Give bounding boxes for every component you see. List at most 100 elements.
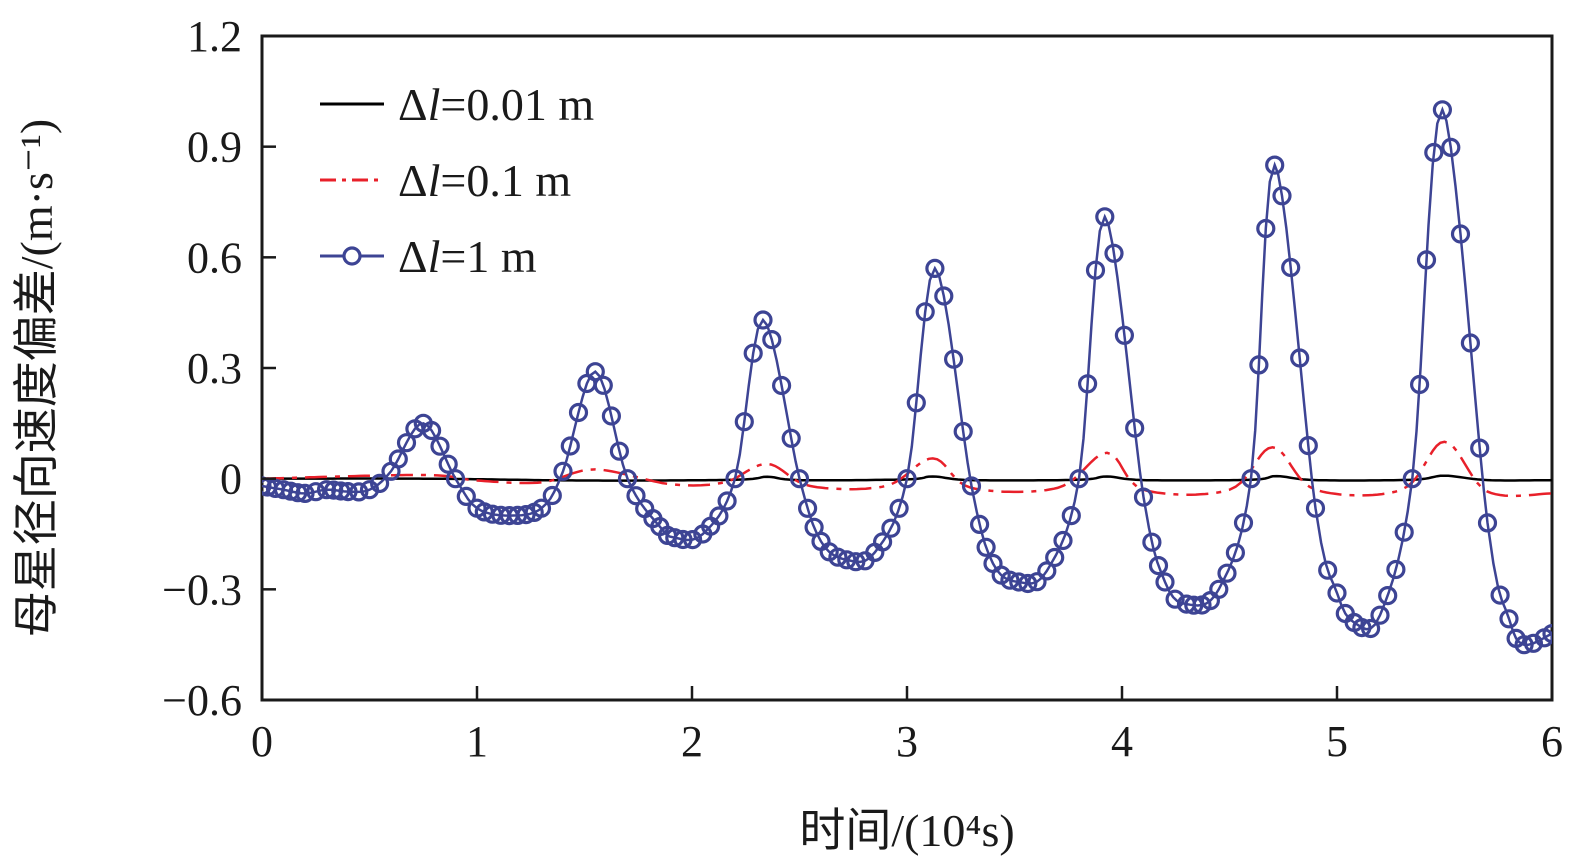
data-point [781,428,801,448]
data-point [1000,570,1020,590]
data-point [585,362,605,382]
data-point [1069,469,1089,489]
data-point [1424,142,1444,163]
data-point [1184,595,1204,615]
data-point [1114,325,1135,345]
x-tick-label: 3 [896,717,918,766]
data-point [422,420,442,441]
data-point [262,476,272,496]
data-point [542,485,562,506]
data-point [1318,560,1338,580]
data-point [430,436,450,456]
x-tick-label: 4 [1111,717,1133,766]
data-point [1165,589,1185,609]
legend-label: Δl=0.1 m [398,155,571,206]
data-point [1281,257,1301,278]
data-point [943,349,964,369]
data-point [388,449,408,469]
x-tick-label: 1 [466,717,488,766]
data-point [1360,618,1381,639]
data-point [1256,218,1276,239]
x-axis-title: 时间/(10⁴s) [799,805,1014,856]
data-point [1061,505,1081,526]
data-point [1305,498,1326,518]
data-point [1125,418,1145,438]
data-point [1148,555,1169,576]
data-point [1009,572,1029,592]
data-point [872,532,893,552]
data-point [897,469,917,489]
data-point [725,469,745,489]
data-point [396,433,417,453]
data-point [531,498,552,518]
plot-frame [260,34,1554,702]
legend-marker [342,246,362,266]
data-point [1053,530,1073,551]
data-point [1450,224,1471,244]
data-point [1085,260,1106,280]
data-point [673,529,693,550]
data-point [456,486,476,506]
data-point [934,286,954,306]
data-point [1142,532,1162,552]
data-point [1225,543,1246,563]
y-tick-label: −0.3 [162,565,242,614]
series-2 [262,440,1552,498]
x-tick-label: 2 [681,717,703,766]
data-point [1477,513,1498,533]
data-point [1133,487,1154,507]
y-tick-label: 0.9 [187,123,242,172]
data-point [445,469,466,489]
data-point [762,330,782,350]
data-point [1290,348,1310,368]
data-point [1470,438,1490,458]
x-tick-label: 0 [251,717,273,766]
data-point [609,441,630,461]
data-point [349,482,369,502]
data-point [925,258,945,278]
y-tick-label: 0 [220,455,242,504]
data-point [1233,513,1254,533]
y-tick-label: 0.6 [187,233,242,282]
y-axis-title: 母星径向速度偏差/(m·s⁻¹) [11,119,62,638]
data-point [717,491,737,511]
data-point [1542,624,1552,644]
data-point [969,514,990,535]
data-point [1499,609,1519,629]
legend-label: Δl=1 m [398,231,537,282]
data-point [1370,605,1390,625]
data-point [1095,207,1115,227]
data-point [295,483,315,503]
data-point [1386,559,1406,580]
data-point [881,518,901,538]
data-point [1241,469,1261,489]
y-tick-label: −0.6 [162,676,242,725]
data-point [338,482,358,502]
legend-label: Δl=0.01 m [398,79,594,130]
data-point [553,461,573,481]
data-point [837,550,857,570]
data-point [617,469,638,489]
tick-layer: 0 1 2 3 4 5 6 −0.6 −0.3 0 0.3 0.6 0.9 1.2 [162,12,1563,766]
data-point [753,310,773,330]
data-point [1045,547,1065,568]
data-point [370,473,390,493]
data-point [1394,522,1414,542]
data-point [797,498,818,518]
data-point [682,529,703,550]
data-point [288,483,308,503]
data-point [306,482,326,502]
data-point [1490,585,1510,605]
data-point [1249,355,1269,375]
data-point [1104,243,1124,263]
data-point [1077,374,1098,394]
data-point [665,528,685,548]
data-point [743,343,763,363]
data-point [1265,155,1285,175]
data-point [1027,572,1047,592]
data-point [771,375,792,396]
data-point [1327,583,1347,603]
data-point [1514,635,1534,655]
data-point [828,547,848,567]
data-point [516,504,536,525]
